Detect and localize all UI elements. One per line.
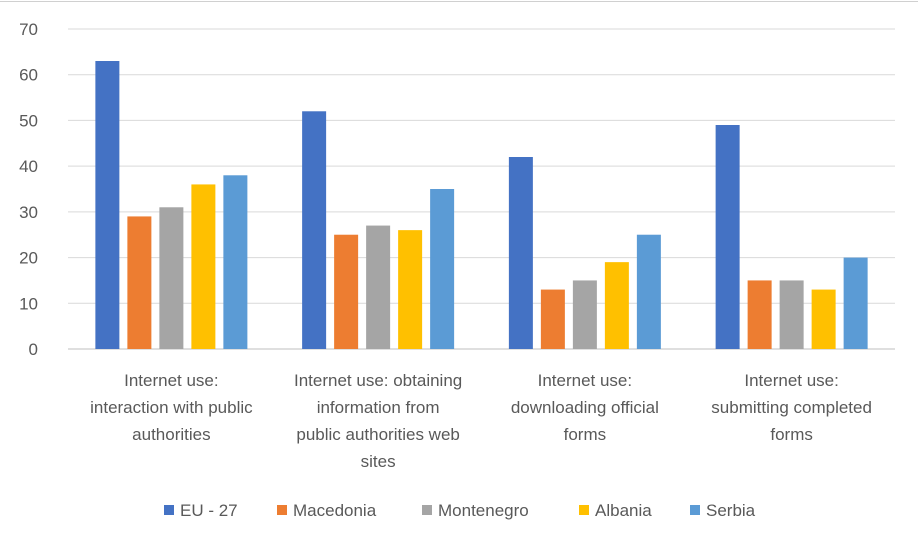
legend-swatch	[164, 505, 174, 515]
bar-albania	[811, 289, 836, 349]
legend-label: Albania	[595, 501, 652, 520]
y-tick-label: 60	[19, 66, 38, 85]
legend-swatch	[579, 505, 589, 515]
bar-macedonia	[127, 216, 152, 349]
bar-albania	[191, 184, 216, 349]
x-category-label: interaction with public	[90, 398, 253, 417]
bar-macedonia	[747, 280, 772, 349]
y-tick-label: 50	[19, 111, 38, 130]
bar-macedonia	[334, 234, 359, 349]
y-tick-label: 70	[19, 20, 38, 39]
bar-macedonia	[540, 289, 565, 349]
x-category-label: Internet use: obtaining	[294, 371, 462, 390]
bar-serbia	[843, 257, 868, 349]
x-category-label: Internet use:	[538, 371, 633, 390]
y-tick-label: 0	[29, 340, 38, 359]
y-tick-label: 20	[19, 249, 38, 268]
x-category-label: information from	[317, 398, 440, 417]
bar-montenegro	[159, 207, 184, 349]
x-category-label: submitting completed	[711, 398, 872, 417]
y-tick-label: 30	[19, 203, 38, 222]
bar-serbia	[636, 234, 661, 349]
x-category-label: forms	[564, 425, 607, 444]
bar-eu-27	[302, 111, 327, 350]
legend-label: Montenegro	[438, 501, 529, 520]
bar-eu-27	[715, 125, 740, 349]
bar-montenegro	[779, 280, 804, 349]
x-category-label: forms	[770, 425, 813, 444]
legend-label: Serbia	[706, 501, 756, 520]
x-category-label: Internet use:	[744, 371, 839, 390]
bar-eu-27	[95, 61, 120, 349]
bar-serbia	[223, 175, 248, 349]
bar-eu-27	[508, 157, 533, 349]
bar-serbia	[430, 189, 455, 349]
x-category-label: public authorities web	[296, 425, 459, 444]
x-category-label: sites	[361, 452, 396, 471]
bar-albania	[398, 230, 423, 349]
y-tick-label: 10	[19, 294, 38, 313]
x-category-label: Internet use:	[124, 371, 219, 390]
legend-swatch	[422, 505, 432, 515]
bar-montenegro	[366, 225, 391, 349]
bar-albania	[604, 262, 629, 349]
y-tick-label: 40	[19, 157, 38, 176]
x-category-label: downloading official	[511, 398, 659, 417]
legend-swatch	[690, 505, 700, 515]
legend-label: EU - 27	[180, 501, 238, 520]
legend-swatch	[277, 505, 287, 515]
legend-label: Macedonia	[293, 501, 377, 520]
bar-montenegro	[572, 280, 597, 349]
x-category-label: authorities	[132, 425, 210, 444]
